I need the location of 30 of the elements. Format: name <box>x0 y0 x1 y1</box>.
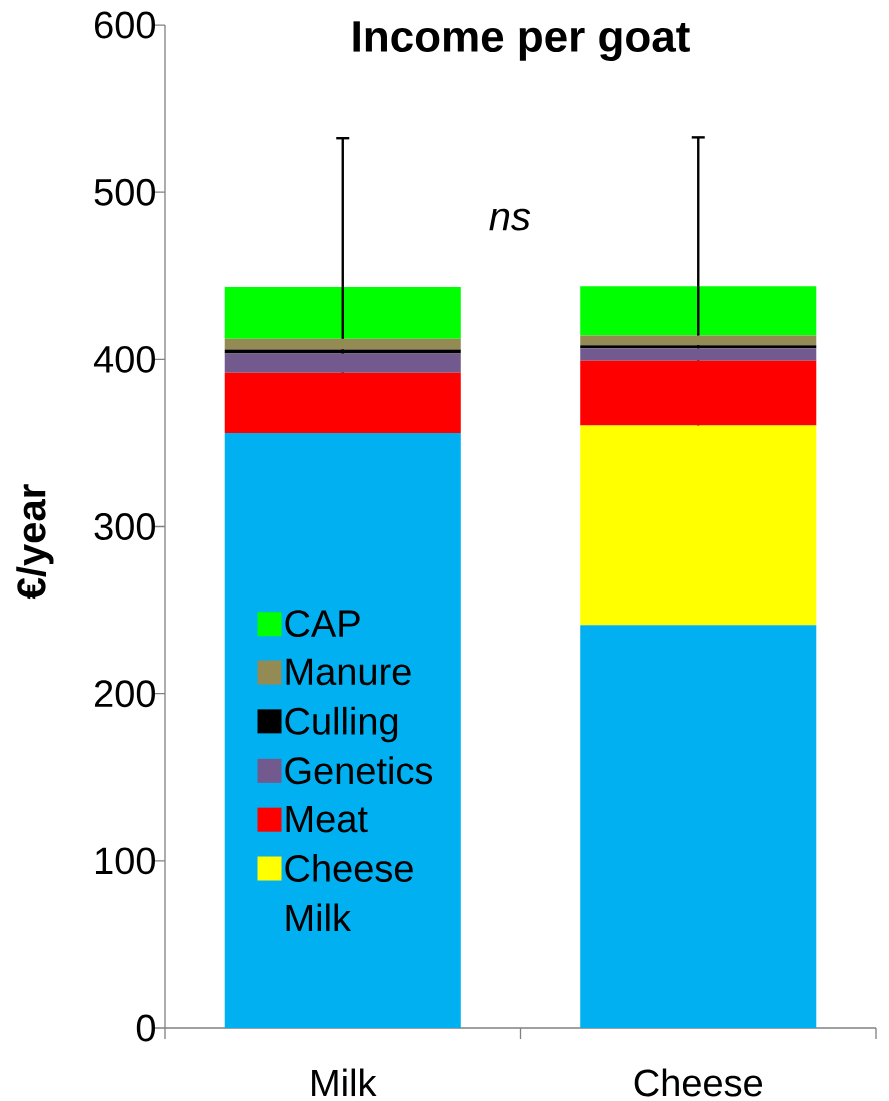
legend-label: Culling <box>285 706 398 743</box>
legend-label: Meat <box>286 805 368 833</box>
bar <box>224 338 461 350</box>
legend-label: Cheese <box>285 854 413 882</box>
bar <box>224 372 461 433</box>
y-tick-label: 600 <box>95 11 155 39</box>
y-tick-label: 200 <box>94 680 155 708</box>
bar <box>224 349 461 354</box>
y-tick-label: 300 <box>94 513 155 540</box>
bar <box>580 425 817 626</box>
y-axis-title: €/year <box>16 484 54 600</box>
bar <box>580 286 817 336</box>
bar <box>580 348 817 361</box>
chart-title: Income per goat <box>353 21 690 61</box>
bar <box>580 360 817 426</box>
annotation: ns <box>489 208 531 231</box>
bar <box>580 345 817 349</box>
bar <box>224 432 461 1028</box>
bar <box>224 286 461 339</box>
legend-label: CAP <box>285 610 360 638</box>
y-tick-label: 400 <box>93 345 155 373</box>
bar <box>224 353 461 373</box>
bar <box>580 335 817 346</box>
bar <box>580 625 817 1028</box>
y-tick-label: 500 <box>94 178 155 206</box>
legend-label: Genetics <box>285 756 433 785</box>
y-tick-label: 100 <box>95 847 155 875</box>
series-label: Milk <box>286 903 352 932</box>
y-tick-label: 0 <box>136 1014 155 1042</box>
legend-label: Manure <box>286 658 411 686</box>
